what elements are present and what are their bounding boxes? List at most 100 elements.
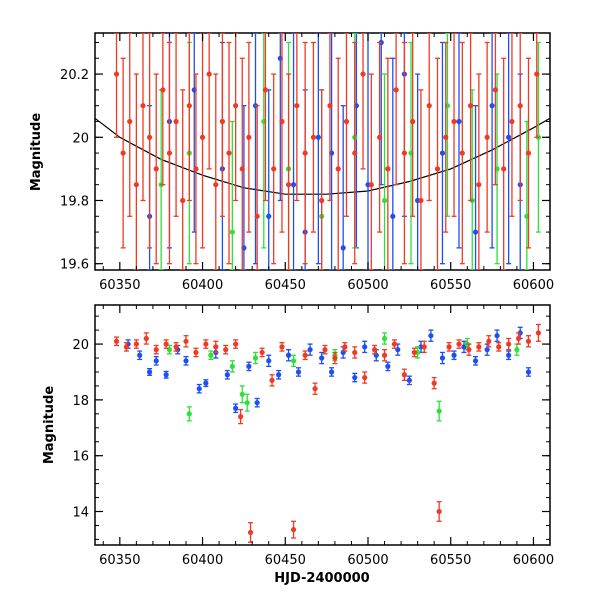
data-point <box>147 134 153 140</box>
data-point <box>133 182 139 188</box>
y-tick-label: 14 <box>72 506 89 521</box>
data-point <box>451 118 457 125</box>
data-point <box>246 363 252 369</box>
data-point <box>183 358 189 364</box>
data-point <box>534 71 540 77</box>
x-tick-label: 60500 <box>347 553 388 568</box>
data-point <box>525 150 532 156</box>
data-point <box>147 369 153 375</box>
data-point <box>410 118 416 125</box>
data-point <box>401 150 407 156</box>
bottom-y-axis-label: Magnitude <box>42 386 57 465</box>
x-tick-label: 60600 <box>513 553 554 568</box>
y-tick-label: 20 <box>72 131 89 146</box>
data-point <box>203 341 209 347</box>
data-point <box>307 347 313 353</box>
bottom-panel-frame <box>94 304 551 546</box>
data-point <box>166 150 173 156</box>
top-y-axis-label: Magnitude <box>29 113 44 192</box>
data-point <box>443 134 449 140</box>
data-point <box>229 363 235 369</box>
data-point <box>186 411 192 417</box>
data-point <box>506 352 512 358</box>
top-panel-axes: 60350 60400 60450 60500 60550 60600 19.6 19.8 20… <box>60 33 554 293</box>
data-point <box>494 333 500 339</box>
data-point <box>208 352 214 358</box>
data-point <box>406 377 412 383</box>
data-point <box>229 229 235 235</box>
data-point <box>439 355 446 361</box>
data-point <box>279 118 285 125</box>
data-point <box>239 391 245 397</box>
data-point <box>266 358 272 364</box>
data-point <box>535 330 542 336</box>
data-point <box>193 349 199 356</box>
data-point <box>259 349 265 356</box>
data-point <box>476 344 482 350</box>
x-tick-label: 60500 <box>347 278 388 293</box>
data-point <box>368 182 374 188</box>
data-point <box>352 349 358 356</box>
data-point <box>137 352 143 358</box>
data-point <box>223 347 229 353</box>
data-point <box>360 71 366 77</box>
data-point <box>233 405 239 411</box>
data-point <box>352 374 358 381</box>
data-point <box>343 118 350 125</box>
data-point <box>342 344 348 350</box>
data-point <box>163 372 169 378</box>
top-panel: 60350 60400 60450 60500 60550 60600 19.6 19.8 20… <box>29 32 554 293</box>
data-point <box>492 87 498 93</box>
data-point <box>434 166 441 172</box>
data-point <box>153 166 159 172</box>
data-point <box>246 134 252 140</box>
data-point <box>244 400 250 406</box>
data-point <box>233 103 239 109</box>
data-point <box>472 229 479 235</box>
data-point <box>401 372 407 378</box>
data-point <box>362 344 368 350</box>
data-point <box>421 344 427 350</box>
data-point <box>180 197 186 204</box>
y-tick-label: 20 <box>72 338 89 353</box>
data-point <box>514 347 520 353</box>
data-point <box>362 374 368 381</box>
data-point <box>113 71 120 77</box>
data-point <box>219 118 225 125</box>
data-point <box>271 166 277 172</box>
top-series-0 <box>147 33 523 270</box>
bottom-panel-marks <box>113 323 542 543</box>
data-point <box>238 414 244 420</box>
data-point <box>525 338 532 344</box>
data-point <box>376 134 383 140</box>
data-point <box>329 369 335 375</box>
data-point <box>484 347 490 353</box>
data-point <box>310 134 316 140</box>
data-point <box>199 134 206 140</box>
data-point <box>352 150 358 156</box>
data-point <box>340 245 346 251</box>
data-point <box>456 118 462 125</box>
bottom-panel: 60350 60400 60450 60500 60550 60600 14 16 18 20 M… <box>42 304 554 586</box>
data-point <box>446 344 452 350</box>
data-point <box>456 341 462 347</box>
data-point <box>393 87 399 93</box>
data-point <box>163 341 169 347</box>
x-tick-label: 60350 <box>99 278 140 293</box>
data-point <box>390 213 396 219</box>
data-point <box>372 347 378 353</box>
data-point <box>302 352 308 358</box>
data-point <box>140 103 146 109</box>
data-point <box>489 103 495 109</box>
data-point <box>467 103 474 109</box>
data-point <box>213 344 219 350</box>
data-point <box>484 134 490 140</box>
data-point <box>501 166 507 172</box>
data-point <box>295 369 302 375</box>
data-point <box>385 166 391 172</box>
data-point <box>206 71 212 77</box>
bottom-series-2 <box>113 323 542 543</box>
data-point <box>426 103 432 109</box>
data-point <box>173 118 179 125</box>
